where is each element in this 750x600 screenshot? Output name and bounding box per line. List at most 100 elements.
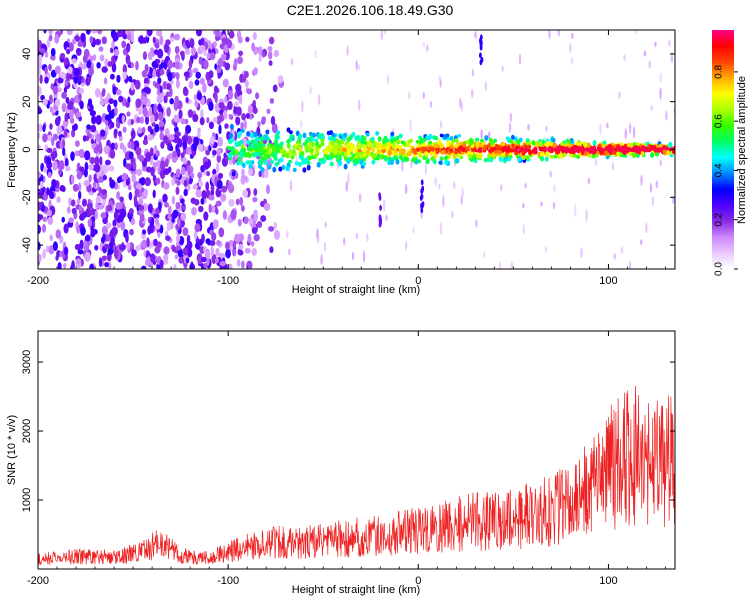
spectrogram-cell (229, 123, 234, 130)
spectrogram-cell (443, 155, 448, 161)
spectrogram-cell (138, 154, 145, 162)
spectrogram-cell (190, 46, 197, 56)
spectrogram-cell (241, 76, 247, 83)
spectrogram-cell (94, 244, 99, 251)
spectrogram-cell (641, 145, 646, 150)
spectrogram-cell (381, 145, 386, 150)
spectrogram-cell (236, 259, 241, 267)
spectrogram-cell (51, 155, 55, 162)
spectrogram-cell (150, 253, 156, 263)
spectrogram-cell (38, 67, 41, 77)
spectrogram-cell (235, 198, 240, 206)
spectrogram-cell (247, 160, 252, 165)
spectrogram-cell (190, 197, 196, 204)
spectrogram-cell (100, 236, 105, 244)
spectrogram-cell (203, 161, 210, 170)
spectrogram-cell (159, 224, 164, 234)
spectrogram-cell (218, 227, 225, 238)
spectrogram-cell (288, 130, 293, 135)
spectrogram-cell (540, 152, 545, 157)
spectrogram-cell (42, 216, 48, 223)
spectrogram-cell (173, 137, 179, 144)
spectrogram-cell (565, 146, 570, 153)
spectrogram-cell (545, 125, 548, 132)
spectrogram-cell (407, 139, 412, 145)
spectrogram-cell (508, 122, 512, 134)
spectrogram-cell (127, 184, 132, 191)
spectrogram-cell (540, 201, 543, 207)
spectrogram-cell (203, 246, 207, 253)
spectrogram-cell (654, 41, 657, 48)
spectrogram-cell (170, 36, 175, 43)
spectrogram-cell (112, 31, 118, 43)
colorbar-tick-label: 0.8 (714, 64, 725, 78)
spectrogram-cell (89, 263, 95, 269)
spectrogram-cell (648, 60, 651, 69)
spectrogram-cell (670, 52, 674, 63)
spectrogram-cell (386, 74, 390, 85)
spectrogram-cell (228, 113, 232, 120)
spectrogram-cell (346, 158, 351, 165)
spectrogram-cell (653, 147, 658, 153)
spectrogram-y-tick-label: -40 (21, 237, 33, 253)
spectrogram-cell (290, 154, 295, 160)
spectrogram-cell (606, 122, 609, 129)
spectrogram-cell (125, 242, 131, 250)
spectrogram-cell (81, 198, 88, 207)
spectrogram-cell (38, 107, 43, 115)
spectrogram-cell (82, 211, 88, 219)
spectrogram-cell (118, 95, 124, 103)
spectrogram-cell (461, 187, 464, 199)
spectrogram-cell (99, 99, 105, 106)
spectrogram-cell (94, 210, 99, 220)
spectrogram-cell (248, 167, 253, 176)
spectrogram-cell (381, 148, 386, 153)
spectrogram-cell (211, 232, 217, 242)
spectrogram-cell (437, 139, 442, 146)
spectrogram-cell (182, 157, 188, 165)
spectrogram-cell (134, 79, 141, 90)
spectrogram-cell (255, 92, 260, 100)
spectrogram-cell (208, 194, 215, 201)
spectrogram-cell (227, 89, 234, 100)
spectrogram-cell (309, 147, 314, 153)
spectrogram-cell (188, 59, 193, 69)
spectrogram-cell (189, 263, 196, 269)
spectrogram-cell (273, 49, 280, 58)
spectrogram-cell (87, 218, 93, 228)
spectrogram-cell (219, 260, 226, 267)
spectrogram-cell (483, 250, 486, 259)
spectrogram-cell (232, 156, 236, 166)
spectrogram-cell (264, 134, 269, 141)
spectrogram-cell (101, 225, 109, 236)
spectrogram-cell (177, 218, 181, 227)
spectrogram-cell (333, 149, 338, 156)
spectrogram-cell (135, 60, 139, 71)
spectrogram-cell (288, 149, 293, 155)
spectrogram-cell (163, 254, 169, 261)
spectrogram-cell (241, 163, 246, 168)
spectrogram-cell (163, 201, 170, 208)
spectrogram-cell (396, 139, 401, 144)
spectrogram-cell (78, 93, 82, 100)
spectrogram-cell (362, 144, 367, 149)
spectrogram-cell (116, 89, 122, 96)
spectrogram-cell (498, 156, 503, 162)
spectrogram-cell (659, 87, 662, 101)
spectrogram-cell (125, 179, 130, 186)
spectrogram-cell (422, 92, 425, 99)
spectrogram-cell (100, 212, 107, 219)
spectrogram-cell (472, 154, 477, 159)
colorbar-gradient (712, 30, 734, 269)
spectrogram-cell (41, 223, 47, 233)
spectrogram-cell (54, 65, 61, 74)
spectrogram-cell (575, 145, 580, 151)
spectrogram-cell (356, 134, 361, 141)
spectrogram-cell (215, 247, 220, 257)
spectrogram-cell (129, 228, 134, 236)
spectrogram-cell (605, 147, 610, 151)
spectrogram-cell (47, 134, 53, 142)
spectrogram-cell (169, 145, 174, 152)
spectrogram-cell (181, 205, 186, 211)
spectrogram-cell (114, 142, 118, 151)
